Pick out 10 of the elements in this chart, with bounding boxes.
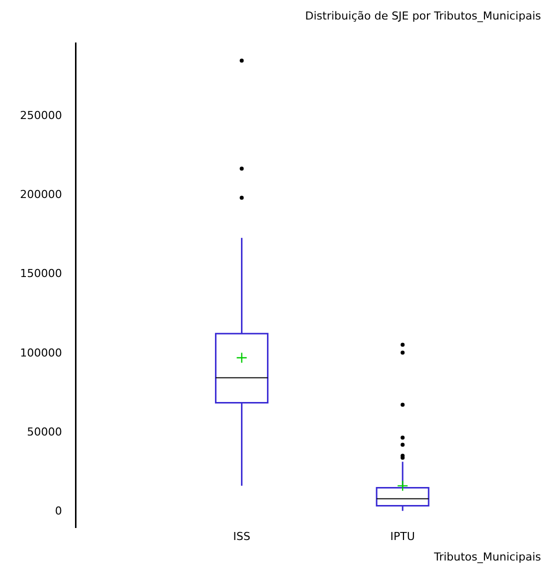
y-tick-label: 50000 xyxy=(26,425,62,438)
y-tick-label: 150000 xyxy=(20,267,62,280)
x-tick-label: IPTU xyxy=(390,530,415,544)
y-tick-label: 0 xyxy=(54,504,62,518)
y-tick-label: 250000 xyxy=(20,108,62,122)
x-tick-label: ISS xyxy=(233,530,250,544)
x-axis-title: Tributos_Municipais xyxy=(432,550,542,564)
y-tick-label: 200000 xyxy=(20,188,62,202)
chart-title: Distribuição de SJE por Tributos_Municipais xyxy=(305,9,542,22)
y-tick-label: 100000 xyxy=(20,346,62,360)
